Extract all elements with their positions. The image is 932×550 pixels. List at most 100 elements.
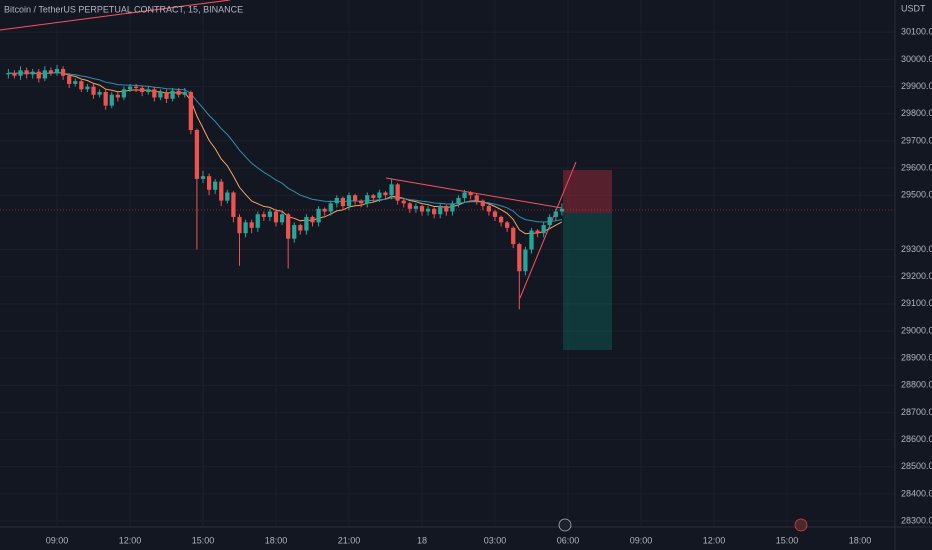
x-tick-label: 18 — [417, 535, 427, 545]
candle-body — [249, 222, 254, 228]
candle-body — [194, 130, 200, 179]
x-tick-label: 12:00 — [703, 535, 726, 545]
candle-body — [346, 195, 352, 207]
y-tick-label: 29100.0 — [901, 298, 932, 308]
candle-body — [127, 86, 133, 90]
y-tick-label: 28800.0 — [901, 380, 932, 390]
candle-body — [273, 211, 279, 223]
candle-body — [6, 73, 11, 75]
candle-body — [419, 206, 425, 212]
candle-body — [219, 181, 224, 201]
trend-line — [385, 177, 563, 209]
x-tick-label: 12:00 — [119, 535, 142, 545]
candle-body — [425, 208, 431, 212]
y-tick-label: 29700.0 — [901, 135, 932, 145]
candle-body — [395, 184, 400, 201]
x-tick-label: 03:00 — [484, 535, 507, 545]
candle-body — [140, 87, 145, 93]
moving-average — [8, 71, 563, 235]
candle-body — [85, 86, 90, 90]
candle-body — [200, 176, 206, 179]
candle-body — [91, 86, 96, 95]
candle-body — [18, 70, 23, 76]
candle-body — [182, 92, 187, 95]
candle-body — [444, 206, 449, 212]
candle-body — [383, 192, 388, 196]
candle-body — [517, 244, 522, 272]
y-tick-label: 29500.0 — [901, 190, 932, 200]
candle-body — [115, 94, 120, 98]
candle-body — [206, 176, 212, 190]
candle-body — [267, 211, 273, 217]
candle-body — [261, 214, 266, 217]
candle-body — [432, 208, 437, 215]
x-tick-label: 18:00 — [265, 535, 288, 545]
trend-line — [519, 161, 577, 299]
candle-body — [322, 208, 327, 212]
y-tick-label: 29800.0 — [901, 108, 932, 118]
candle-body — [480, 200, 485, 207]
candle-body — [456, 197, 461, 204]
candle-body — [42, 70, 47, 79]
candle-body — [146, 89, 151, 93]
candle-body — [547, 216, 552, 226]
candle-body — [231, 192, 236, 217]
candle-body — [176, 90, 181, 95]
candle-body — [310, 216, 315, 223]
candle-body — [73, 81, 78, 84]
candle-body — [109, 94, 114, 106]
y-tick-label: 30000.0 — [901, 54, 932, 64]
y-tick-label: 28500.0 — [901, 461, 932, 471]
x-tick-label: 06:00 — [557, 535, 580, 545]
chart-title: Bitcoin / TetherUS PERPETUAL CONTRACT, 1… — [4, 4, 243, 14]
x-tick-label: 09:00 — [46, 535, 69, 545]
stop-zone — [563, 170, 612, 213]
candle-body — [486, 206, 492, 212]
event-icon[interactable] — [794, 518, 808, 532]
y-tick-label: 28600.0 — [901, 434, 932, 444]
candle-body — [225, 192, 230, 201]
candle-body — [377, 192, 382, 198]
candle-body — [359, 200, 364, 204]
candle-body — [67, 75, 72, 84]
candle-body — [237, 216, 242, 234]
candle-body — [340, 197, 346, 207]
candle-body — [103, 92, 108, 106]
candle-body — [462, 192, 467, 198]
candle-body — [48, 70, 54, 74]
candle-body — [279, 214, 285, 223]
candle-body — [407, 203, 412, 209]
candle-body — [450, 203, 455, 212]
candle-body — [523, 249, 528, 272]
y-tick-label: 29300.0 — [901, 244, 932, 254]
candle-body — [535, 230, 540, 234]
candle-body — [413, 206, 419, 209]
candle-body — [54, 68, 60, 74]
grid — [0, 0, 895, 527]
candle-body — [24, 70, 29, 75]
y-tick-label: 29200.0 — [901, 271, 932, 281]
candle-body — [505, 222, 510, 228]
candle-body — [170, 90, 175, 99]
target-zone — [563, 213, 612, 350]
y-tick-label: 28900.0 — [901, 352, 932, 362]
candle-body — [328, 203, 333, 212]
candle-body — [243, 222, 248, 234]
x-tick-label: 15:00 — [192, 535, 215, 545]
y-tick-label: 29900.0 — [901, 81, 932, 91]
candle-body — [529, 230, 534, 250]
candle-body — [30, 71, 35, 75]
candle-body — [541, 225, 546, 234]
candle-body — [36, 71, 41, 79]
x-tick-label: 18:00 — [849, 535, 872, 545]
candle-body — [401, 200, 406, 204]
candle-body — [213, 181, 218, 190]
event-icon[interactable] — [558, 518, 572, 532]
candle-body — [511, 227, 516, 245]
candle-body — [133, 86, 139, 88]
candle-body — [316, 208, 321, 223]
y-tick-label: 29600.0 — [901, 162, 932, 172]
x-tick-label: 21:00 — [338, 535, 361, 545]
